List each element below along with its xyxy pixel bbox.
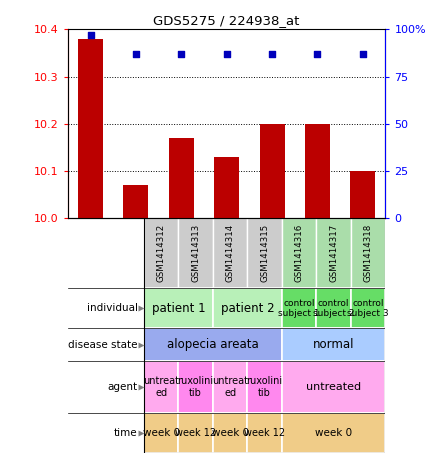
Text: patient 2: patient 2 xyxy=(221,302,274,315)
Bar xyxy=(144,361,178,413)
Text: normal: normal xyxy=(313,338,354,352)
Bar xyxy=(213,413,247,453)
Bar xyxy=(351,218,385,289)
Bar xyxy=(214,157,239,218)
Bar xyxy=(144,289,213,328)
Text: disease state: disease state xyxy=(68,340,138,350)
Text: week 0: week 0 xyxy=(315,428,352,438)
Text: GSM1414317: GSM1414317 xyxy=(329,224,338,282)
Text: control
subject 1: control subject 1 xyxy=(278,299,320,318)
Bar xyxy=(144,218,385,453)
Text: week 0: week 0 xyxy=(212,428,249,438)
Text: ruxolini
tib: ruxolini tib xyxy=(247,376,283,398)
Point xyxy=(223,50,230,58)
Bar xyxy=(351,289,385,328)
Bar xyxy=(282,413,385,453)
Text: time: time xyxy=(114,428,138,438)
Text: untreat
ed: untreat ed xyxy=(143,376,179,398)
Bar xyxy=(247,361,282,413)
Point xyxy=(314,50,321,58)
Text: patient 1: patient 1 xyxy=(152,302,205,315)
Text: alopecia areata: alopecia areata xyxy=(167,338,259,352)
Bar xyxy=(144,218,178,289)
Text: week 0: week 0 xyxy=(142,428,180,438)
Bar xyxy=(213,289,282,328)
Bar xyxy=(316,289,351,328)
Bar xyxy=(282,218,316,289)
Point xyxy=(87,31,94,39)
Text: untreat
ed: untreat ed xyxy=(212,376,248,398)
Bar xyxy=(350,171,375,218)
Bar xyxy=(282,328,385,361)
Bar xyxy=(144,413,178,453)
Text: GSM1414315: GSM1414315 xyxy=(260,224,269,282)
Bar xyxy=(144,328,282,361)
Text: agent: agent xyxy=(107,382,138,392)
Text: GSM1414312: GSM1414312 xyxy=(156,224,166,282)
Bar xyxy=(169,138,194,218)
Bar xyxy=(78,39,103,218)
Text: individual: individual xyxy=(87,304,138,313)
Text: control
subject 3: control subject 3 xyxy=(347,299,389,318)
Text: untreated: untreated xyxy=(306,382,361,392)
Bar xyxy=(282,361,385,413)
Text: week 12: week 12 xyxy=(244,428,285,438)
Text: GSM1414314: GSM1414314 xyxy=(226,224,235,282)
Bar xyxy=(316,218,351,289)
Text: GSM1414318: GSM1414318 xyxy=(364,224,373,282)
Text: control
subject 2: control subject 2 xyxy=(313,299,354,318)
Bar xyxy=(247,218,282,289)
Point xyxy=(359,50,366,58)
Bar xyxy=(305,124,330,218)
Text: week 12: week 12 xyxy=(175,428,216,438)
Bar xyxy=(178,218,213,289)
Bar xyxy=(247,413,282,453)
Text: GSM1414316: GSM1414316 xyxy=(295,224,304,282)
Bar xyxy=(260,124,285,218)
Title: GDS5275 / 224938_at: GDS5275 / 224938_at xyxy=(153,14,300,27)
Point xyxy=(178,50,185,58)
Bar xyxy=(178,361,213,413)
Bar xyxy=(282,289,316,328)
Point xyxy=(132,50,139,58)
Text: GSM1414313: GSM1414313 xyxy=(191,224,200,282)
Bar xyxy=(178,413,213,453)
Bar xyxy=(213,218,247,289)
Bar xyxy=(124,185,148,218)
Point xyxy=(268,50,276,58)
Text: ruxolini
tib: ruxolini tib xyxy=(177,376,214,398)
Bar xyxy=(213,361,247,413)
